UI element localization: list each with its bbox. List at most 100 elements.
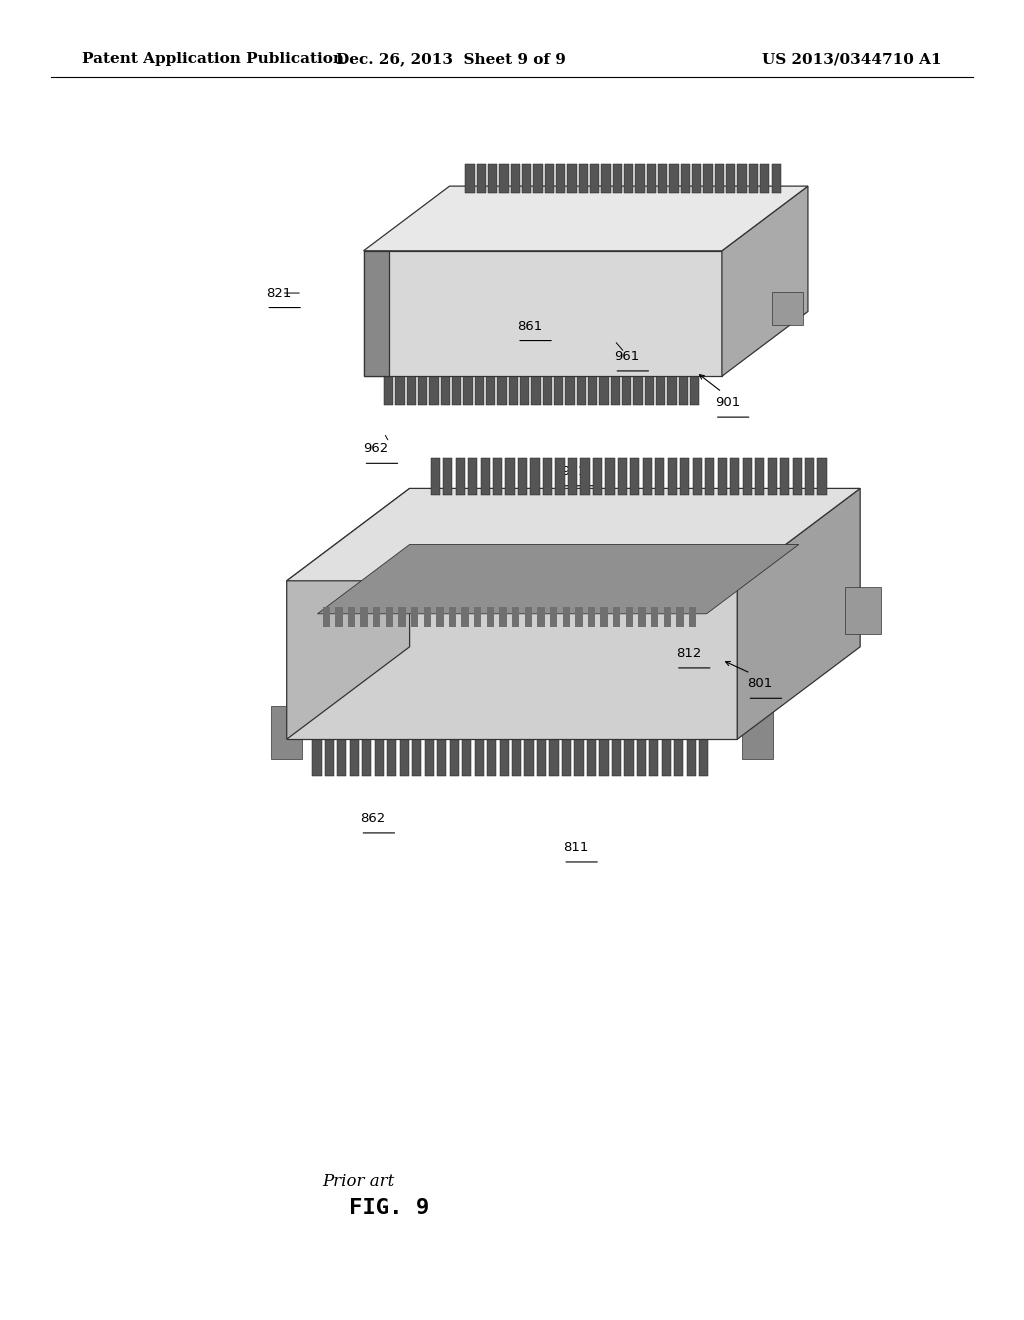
Polygon shape <box>737 488 860 739</box>
Bar <box>599 737 608 776</box>
Bar <box>817 458 826 495</box>
Text: 962: 962 <box>364 442 389 455</box>
Bar <box>348 607 355 627</box>
Bar <box>623 374 631 405</box>
Bar <box>350 737 359 776</box>
Bar <box>656 374 666 405</box>
Bar <box>511 164 520 193</box>
Bar <box>681 164 690 193</box>
Bar <box>760 164 769 193</box>
Bar <box>468 458 477 495</box>
Bar <box>638 607 646 627</box>
Bar <box>634 374 643 405</box>
Bar <box>425 737 434 776</box>
Bar <box>680 458 689 495</box>
Bar <box>631 458 639 495</box>
Text: Prior art: Prior art <box>323 1173 394 1189</box>
Bar <box>506 458 515 495</box>
Bar <box>474 607 481 627</box>
Bar <box>498 374 507 405</box>
Bar <box>411 607 419 627</box>
Bar <box>636 164 645 193</box>
Bar <box>601 164 610 193</box>
Text: US 2013/0344710 A1: US 2013/0344710 A1 <box>763 53 942 66</box>
Bar <box>337 737 346 776</box>
Bar <box>670 164 679 193</box>
Text: 861: 861 <box>517 319 543 333</box>
Text: 961: 961 <box>614 350 640 363</box>
Bar <box>625 737 634 776</box>
Bar <box>599 374 608 405</box>
Bar <box>626 607 633 627</box>
Bar <box>699 737 709 776</box>
Bar <box>486 607 495 627</box>
Bar <box>645 374 654 405</box>
Bar <box>335 607 343 627</box>
Bar <box>555 458 564 495</box>
Bar <box>690 374 699 405</box>
Polygon shape <box>722 186 808 376</box>
Bar <box>625 164 633 193</box>
Text: 801: 801 <box>748 677 773 690</box>
Bar <box>668 374 677 405</box>
Bar <box>550 737 559 776</box>
Text: 811: 811 <box>563 841 589 854</box>
Bar <box>475 374 484 405</box>
Bar <box>755 458 764 495</box>
Bar <box>520 374 529 405</box>
Bar <box>395 374 404 405</box>
Bar <box>737 164 746 193</box>
Bar <box>413 737 422 776</box>
Bar <box>674 737 683 776</box>
Bar <box>726 164 735 193</box>
Bar <box>488 164 498 193</box>
Bar <box>577 374 586 405</box>
Bar <box>512 607 519 627</box>
Bar <box>534 164 543 193</box>
Bar <box>464 374 473 405</box>
Bar <box>522 164 531 193</box>
Bar <box>771 164 780 193</box>
Bar <box>590 164 599 193</box>
Bar <box>610 374 620 405</box>
Bar <box>462 607 469 627</box>
Bar <box>474 737 483 776</box>
Bar <box>574 737 584 776</box>
Bar <box>612 164 622 193</box>
Bar <box>565 374 574 405</box>
Bar <box>493 458 502 495</box>
Bar <box>562 737 571 776</box>
Bar <box>480 458 489 495</box>
Bar <box>543 374 552 405</box>
Bar <box>436 607 443 627</box>
Bar <box>375 737 384 776</box>
Polygon shape <box>364 251 389 376</box>
Bar <box>703 164 713 193</box>
Bar <box>605 458 614 495</box>
Bar <box>692 458 701 495</box>
Bar <box>486 374 496 405</box>
Bar <box>431 458 440 495</box>
Bar <box>443 458 453 495</box>
Bar <box>466 164 475 193</box>
Bar <box>312 737 322 776</box>
Bar <box>768 458 777 495</box>
Polygon shape <box>287 581 737 739</box>
Bar <box>398 607 406 627</box>
Bar <box>450 737 459 776</box>
Bar <box>500 164 509 193</box>
Text: Patent Application Publication: Patent Application Publication <box>82 53 344 66</box>
Text: FIG. 9: FIG. 9 <box>349 1197 429 1218</box>
Polygon shape <box>287 488 860 581</box>
Text: 821: 821 <box>266 286 292 300</box>
Bar <box>805 458 814 495</box>
Bar <box>579 164 588 193</box>
Bar <box>668 458 677 495</box>
Bar <box>550 607 557 627</box>
Bar <box>554 374 563 405</box>
Bar <box>530 458 540 495</box>
Bar <box>637 737 646 776</box>
Bar <box>772 292 803 325</box>
Bar <box>429 374 438 405</box>
Bar <box>518 458 527 495</box>
